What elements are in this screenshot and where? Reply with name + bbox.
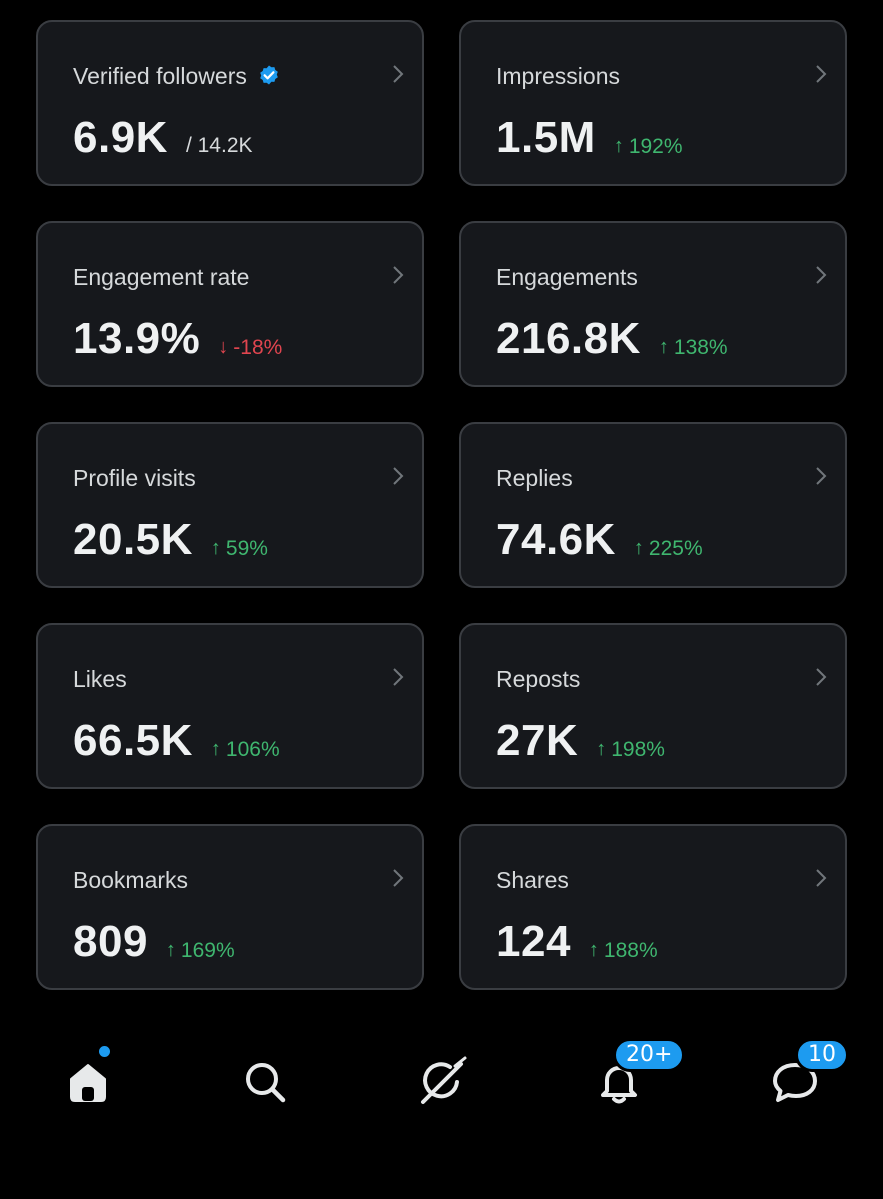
- arrow-up-icon: ↑: [210, 738, 221, 760]
- metric-change-value: 138%: [673, 335, 728, 359]
- arrow-up-icon: ↑: [596, 738, 607, 760]
- metric-change-value: 106%: [225, 737, 280, 761]
- metric-change-value: 188%: [603, 938, 658, 962]
- tab-home[interactable]: [56, 1044, 120, 1114]
- card-reposts[interactable]: Reposts 27K ↑ 198%: [459, 623, 847, 789]
- card-title: Engagements: [496, 264, 638, 290]
- card-title: Verified followers: [73, 62, 281, 90]
- card-title: Impressions: [496, 63, 620, 89]
- card-title: Profile visits: [73, 465, 196, 491]
- metric-change-value: 198%: [611, 737, 665, 761]
- value-row: 809 ↑ 169%: [73, 918, 235, 966]
- grok-icon: [421, 1056, 467, 1104]
- card-likes[interactable]: Likes 66.5K ↑ 106%: [36, 623, 424, 789]
- metric-change-value: -18%: [233, 335, 283, 359]
- value-row: 1.5M ↑ 192%: [496, 114, 683, 162]
- chevron-right-icon: [393, 467, 404, 485]
- card-bookmarks[interactable]: Bookmarks 809 ↑ 169%: [36, 824, 424, 990]
- card-title: Shares: [496, 867, 569, 893]
- metric-value: 809: [73, 917, 148, 966]
- notifications-badge: 20+: [613, 1038, 686, 1072]
- card-title-text: Verified followers: [73, 63, 247, 89]
- tab-search[interactable]: [233, 1050, 297, 1114]
- card-impressions[interactable]: Impressions 1.5M ↑ 192%: [459, 20, 847, 186]
- metric-value: 1.5M: [496, 113, 596, 162]
- card-engagements[interactable]: Engagements 216.8K ↑ 138%: [459, 221, 847, 387]
- metric-change-value: 225%: [648, 536, 703, 560]
- value-row: 216.8K ↑ 138%: [496, 315, 728, 363]
- metric-change: ↑ 138%: [659, 336, 728, 360]
- metric-value: 20.5K: [73, 515, 193, 564]
- card-engagement-rate[interactable]: Engagement rate 13.9% ↓ -18%: [36, 221, 424, 387]
- card-replies[interactable]: Replies 74.6K ↑ 225%: [459, 422, 847, 588]
- metric-change: ↑ 188%: [589, 939, 658, 963]
- chevron-right-icon: [816, 266, 827, 284]
- verified-badge-icon: [257, 64, 281, 88]
- card-shares[interactable]: Shares 124 ↑ 188%: [459, 824, 847, 990]
- value-row: 66.5K ↑ 106%: [73, 717, 280, 765]
- chevron-right-icon: [816, 668, 827, 686]
- card-title: Engagement rate: [73, 264, 250, 290]
- home-unread-dot: [97, 1044, 112, 1059]
- metric-change-value: 192%: [628, 134, 683, 158]
- metric-change: ↑ 169%: [166, 939, 235, 963]
- card-title: Bookmarks: [73, 867, 189, 893]
- chevron-right-icon: [816, 65, 827, 83]
- card-title: Likes: [73, 666, 127, 692]
- metric-change-value: 169%: [180, 938, 235, 962]
- arrow-up-icon: ↑: [210, 537, 221, 559]
- value-row: 13.9% ↓ -18%: [73, 315, 282, 363]
- messages-badge: 10: [795, 1038, 849, 1072]
- analytics-card-grid: Verified followers 6.9K / 14.2K Impressi…: [36, 20, 847, 990]
- chevron-right-icon: [816, 467, 827, 485]
- metric-change: ↑ 59%: [211, 537, 268, 561]
- metric-change-value: 59%: [225, 536, 268, 560]
- card-verified-followers[interactable]: Verified followers 6.9K / 14.2K: [36, 20, 424, 186]
- metric-value: 13.9%: [73, 314, 201, 363]
- value-row: 6.9K / 14.2K: [73, 114, 253, 162]
- value-row: 20.5K ↑ 59%: [73, 516, 268, 564]
- metric-change: ↓ -18%: [218, 336, 282, 360]
- metric-value: 124: [496, 917, 571, 966]
- home-icon: [70, 1064, 106, 1102]
- tab-grok[interactable]: [410, 1050, 474, 1114]
- metric-change: ↑ 198%: [596, 738, 665, 762]
- arrow-up-icon: ↑: [588, 939, 599, 961]
- card-title: Replies: [496, 465, 573, 491]
- value-row: 124 ↑ 188%: [496, 918, 658, 966]
- chevron-right-icon: [393, 65, 404, 83]
- card-title: Reposts: [496, 666, 581, 692]
- arrow-up-icon: ↑: [165, 939, 176, 961]
- arrow-up-icon: ↑: [633, 537, 644, 559]
- chat-bubble-icon: [773, 1063, 817, 1102]
- card-profile-visits[interactable]: Profile visits 20.5K ↑ 59%: [36, 422, 424, 588]
- metric-value: 6.9K: [73, 113, 168, 162]
- metric-change: ↑ 225%: [634, 537, 703, 561]
- chevron-right-icon: [393, 668, 404, 686]
- metric-change: ↑ 192%: [614, 135, 683, 159]
- search-icon: [246, 1063, 286, 1103]
- chevron-right-icon: [393, 266, 404, 284]
- tab-notifications[interactable]: 20+: [587, 1038, 686, 1114]
- bottom-tab-bar: 20+ 10: [0, 1020, 883, 1130]
- metric-value: 66.5K: [73, 716, 193, 765]
- arrow-up-icon: ↑: [613, 135, 624, 157]
- value-row: 74.6K ↑ 225%: [496, 516, 703, 564]
- value-row: 27K ↑ 198%: [496, 717, 665, 765]
- chevron-right-icon: [816, 869, 827, 887]
- arrow-up-icon: ↑: [658, 336, 669, 358]
- metric-total: / 14.2K: [185, 134, 253, 157]
- metric-value: 216.8K: [496, 314, 641, 363]
- metric-value: 27K: [496, 716, 579, 765]
- chevron-right-icon: [393, 869, 404, 887]
- arrow-down-icon: ↓: [218, 336, 229, 358]
- tab-messages[interactable]: 10: [763, 1038, 849, 1114]
- metric-value: 74.6K: [496, 515, 616, 564]
- metric-change: ↑ 106%: [211, 738, 280, 762]
